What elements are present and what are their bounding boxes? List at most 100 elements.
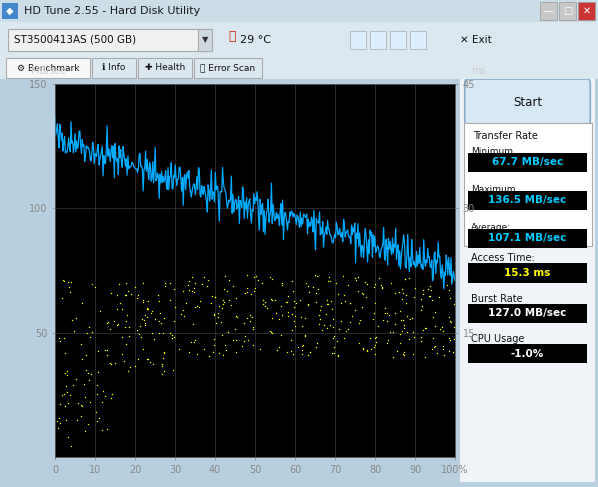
Point: [165, 329, 175, 337]
Point: [325, 273, 334, 281]
Point: [390, 320, 400, 328]
Point: [297, 342, 306, 350]
Point: [355, 319, 364, 327]
Bar: [350, 31, 366, 49]
Point: [371, 338, 380, 346]
Point: [416, 306, 426, 314]
Point: [61, 382, 71, 390]
Point: [184, 281, 193, 289]
Point: [112, 321, 121, 329]
Point: [276, 302, 286, 310]
Point: [213, 313, 223, 320]
Point: [319, 321, 328, 329]
Point: [120, 291, 130, 299]
Point: [446, 294, 455, 302]
Point: [425, 292, 435, 300]
Point: [84, 323, 94, 331]
Point: [362, 346, 371, 354]
Point: [123, 311, 132, 319]
Point: [300, 331, 309, 339]
Point: [123, 367, 132, 375]
Point: [408, 350, 417, 358]
Point: [314, 320, 324, 328]
Point: [133, 355, 143, 363]
Point: [247, 313, 257, 321]
Point: [331, 279, 341, 287]
Point: [190, 280, 200, 287]
Text: ▼: ▼: [202, 36, 208, 44]
Point: [425, 293, 434, 300]
Point: [159, 350, 169, 357]
Text: 136.5 MB/sec: 136.5 MB/sec: [489, 195, 567, 206]
Point: [326, 297, 335, 305]
Point: [428, 345, 437, 353]
Point: [382, 309, 391, 317]
Point: [420, 324, 429, 332]
Point: [169, 285, 179, 293]
Point: [81, 393, 90, 401]
Point: [61, 415, 71, 423]
Point: [52, 417, 62, 425]
Point: [395, 307, 405, 315]
Point: [56, 337, 65, 345]
Bar: [468, 344, 587, 363]
Text: ℹ Info: ℹ Info: [102, 63, 126, 73]
Point: [266, 328, 276, 336]
Point: [343, 281, 353, 289]
Text: -1.0%: -1.0%: [511, 349, 544, 358]
Point: [306, 348, 315, 356]
Text: 🌡: 🌡: [228, 31, 236, 43]
Text: □: □: [563, 6, 572, 16]
Point: [265, 327, 274, 335]
Point: [140, 319, 150, 327]
Point: [404, 335, 413, 342]
Point: [340, 297, 350, 305]
Point: [64, 283, 74, 291]
Point: [132, 326, 142, 334]
Point: [54, 414, 64, 422]
Point: [286, 348, 296, 356]
Point: [401, 299, 411, 306]
Point: [72, 416, 82, 424]
Point: [328, 349, 337, 356]
Point: [155, 309, 164, 317]
Point: [65, 391, 75, 398]
Point: [231, 349, 240, 356]
Point: [189, 338, 199, 346]
Point: [329, 343, 338, 351]
Text: 29 °C: 29 °C: [240, 35, 271, 45]
Point: [242, 314, 252, 322]
Point: [102, 351, 111, 359]
Point: [295, 296, 305, 304]
Point: [438, 342, 447, 350]
Point: [386, 280, 395, 287]
Point: [130, 362, 140, 370]
Point: [395, 338, 404, 346]
Point: [178, 306, 187, 314]
Point: [276, 331, 286, 338]
Point: [86, 333, 95, 341]
Point: [197, 280, 207, 288]
Point: [218, 300, 227, 307]
Point: [63, 388, 72, 395]
Point: [334, 290, 343, 298]
Point: [60, 370, 69, 377]
Point: [231, 294, 241, 302]
Point: [346, 299, 355, 307]
Point: [328, 316, 338, 323]
Point: [316, 302, 326, 310]
Point: [117, 351, 126, 358]
Point: [288, 287, 298, 295]
Point: [444, 334, 453, 342]
Point: [430, 308, 440, 316]
Point: [394, 288, 404, 296]
Point: [184, 278, 194, 285]
Point: [301, 332, 310, 340]
Point: [143, 305, 152, 313]
Point: [111, 359, 120, 367]
Point: [350, 274, 359, 281]
Text: CPU Usage: CPU Usage: [471, 334, 524, 344]
Point: [148, 360, 158, 368]
Point: [114, 319, 123, 327]
Point: [383, 337, 393, 344]
